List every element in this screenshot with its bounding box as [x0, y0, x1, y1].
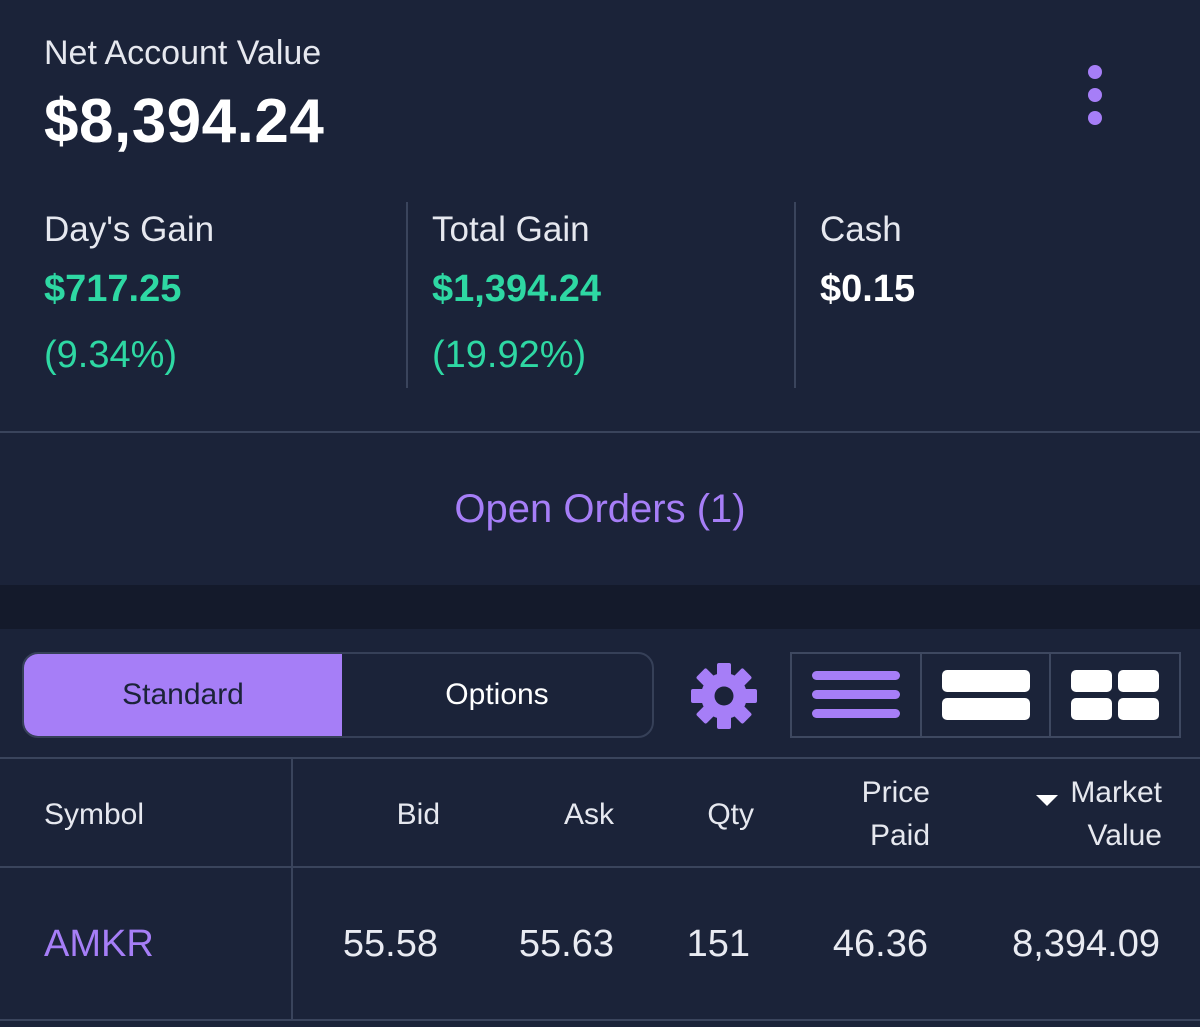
list-view-button[interactable] — [792, 654, 920, 736]
column-header-price-paid-line2: Paid — [869, 819, 930, 852]
cash-label: Cash — [820, 210, 902, 249]
net-account-value-label: Net Account Value — [44, 34, 322, 72]
open-orders-link[interactable]: Open Orders (1) — [454, 486, 746, 531]
row-qty: 151 — [686, 923, 750, 965]
row-price-paid: 46.36 — [832, 923, 928, 965]
days-gain-value: $717.25 — [44, 268, 182, 310]
column-header-bid[interactable]: Bid — [396, 798, 440, 831]
column-header-qty[interactable]: Qty — [707, 798, 754, 831]
column-header-market-value-line1: Market — [1070, 776, 1162, 809]
total-gain-percent: (19.92%) — [432, 334, 587, 376]
view-mode-selector — [790, 652, 1181, 738]
column-header-market-value[interactable]: Market Value — [1036, 771, 1162, 857]
stat-divider — [406, 202, 408, 388]
position-type-toggle: Standard Options — [22, 652, 654, 738]
list-view-icon — [811, 671, 900, 718]
days-gain-stat: Day's Gain $717.25 (9.34%) — [44, 206, 214, 388]
cash-stat: Cash $0.15 — [820, 206, 915, 322]
column-header-ask[interactable]: Ask — [563, 798, 614, 831]
column-header-symbol[interactable]: Symbol — [44, 798, 145, 831]
more-options-dot — [1088, 111, 1102, 125]
section-divider — [0, 431, 1200, 433]
days-gain-percent: (9.34%) — [44, 334, 178, 376]
row-view-button[interactable] — [919, 654, 1050, 736]
tab-options[interactable]: Options — [445, 678, 549, 711]
total-gain-label: Total Gain — [432, 210, 590, 249]
net-account-value: $8,394.24 — [44, 87, 325, 156]
table-row-divider — [0, 1019, 1200, 1021]
cash-value: $0.15 — [820, 268, 916, 310]
tab-standard[interactable]: Standard — [24, 654, 342, 736]
row-bid: 55.58 — [342, 923, 438, 965]
more-options-dot — [1088, 88, 1102, 102]
row-symbol[interactable]: AMKR — [44, 923, 154, 965]
section-separator — [0, 585, 1200, 629]
days-gain-label: Day's Gain — [44, 210, 215, 249]
row-view-icon — [941, 670, 1030, 720]
gear-icon — [691, 663, 757, 729]
more-options-button[interactable] — [1070, 58, 1120, 132]
stat-divider — [794, 202, 796, 388]
more-options-icon — [1088, 65, 1102, 79]
section-divider — [0, 757, 1200, 759]
row-market-value: 8,394.09 — [1012, 923, 1160, 965]
total-gain-value: $1,394.24 — [432, 268, 602, 310]
account-summary: Net Account Value $8,394.24 Day's Gain $… — [0, 0, 1200, 432]
table-row[interactable]: AMKR 55.58 55.63 151 46.36 8,394.09 — [0, 868, 1200, 1019]
column-header-market-value-line2: Value — [1087, 819, 1162, 852]
sort-descending-icon — [1036, 795, 1059, 806]
total-gain-stat: Total Gain $1,394.24 (19.92%) — [432, 206, 601, 388]
table-header-divider — [0, 866, 1200, 868]
grid-view-icon — [1071, 670, 1160, 720]
grid-view-button[interactable] — [1049, 654, 1179, 736]
column-header-price-paid-line1: Price — [861, 776, 930, 809]
column-header-price-paid[interactable]: Price Paid — [862, 771, 930, 857]
positions-table-header: Symbol Bid Ask Qty Price Paid Market Val… — [0, 759, 1200, 867]
settings-button[interactable] — [690, 662, 758, 730]
symbol-column-divider — [291, 759, 293, 1021]
row-ask: 55.63 — [518, 923, 614, 965]
